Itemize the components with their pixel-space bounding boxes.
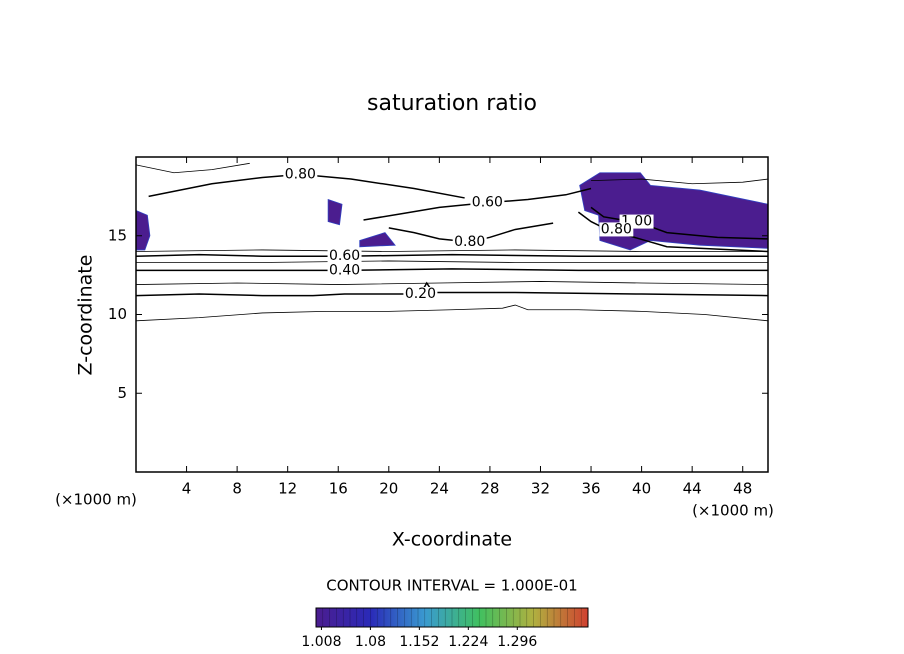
contour-line xyxy=(136,260,768,263)
x-tick-label: 12 xyxy=(278,480,297,498)
contour-label: 0.60 xyxy=(472,195,503,211)
contour-label-bg xyxy=(327,249,362,264)
x-tick-label: 20 xyxy=(379,480,398,498)
y-tick-label: 15 xyxy=(108,226,127,244)
y-unit: (×1000 m) xyxy=(55,491,137,509)
x-tick-label: 32 xyxy=(531,480,550,498)
x-unit: (×1000 m) xyxy=(692,502,774,520)
supersaturated-region xyxy=(359,232,396,248)
contour-line xyxy=(135,249,768,252)
y-tick-label: 10 xyxy=(108,305,127,323)
x-tick-label: 40 xyxy=(632,480,651,498)
x-tick-label: 8 xyxy=(232,480,242,498)
x-tick-label: 48 xyxy=(733,480,752,498)
contour-label: 0.80 xyxy=(285,166,316,182)
y-tick-label: 5 xyxy=(117,384,127,402)
contour-label: 0.80 xyxy=(601,221,632,237)
colorbar-tick-label: 1.152 xyxy=(399,634,439,650)
contour-line xyxy=(136,268,768,272)
y-axis-label: Z-coordinate xyxy=(75,255,97,376)
x-tick-label: 44 xyxy=(683,480,702,498)
x-tick-label: 16 xyxy=(329,480,348,498)
contour-line xyxy=(135,162,250,174)
colorbar-tick-label: 1.224 xyxy=(448,634,488,650)
contour-line xyxy=(135,253,768,257)
plot-area: 0.200.400.600.800.600.801.000.80 xyxy=(135,162,769,322)
contour-line xyxy=(135,304,769,322)
colorbar-tick-label: 1.008 xyxy=(301,634,341,650)
contour-label: 0.80 xyxy=(454,234,485,250)
footer: CONTOUR INTERVAL = 1.000E-01 xyxy=(326,577,577,595)
x-axis-label: X-coordinate xyxy=(392,529,512,551)
contour-label: 0.20 xyxy=(405,286,436,302)
contour-line xyxy=(135,281,769,297)
x-tick-label: 28 xyxy=(480,480,499,498)
contour-label: 0.40 xyxy=(329,262,360,278)
x-tick-label: 4 xyxy=(182,480,192,498)
chart-title: saturation ratio xyxy=(367,91,537,116)
contour-label-bg xyxy=(327,263,362,278)
supersaturated-region xyxy=(135,209,151,251)
contour-line xyxy=(591,178,769,185)
supersaturated-region xyxy=(327,198,343,226)
contour-label-bg xyxy=(283,167,318,182)
contour-label-bg xyxy=(452,235,487,250)
contour-label: 0.60 xyxy=(329,248,360,264)
colorbar-tick-label: 1.08 xyxy=(355,634,386,650)
x-tick-label: 24 xyxy=(430,480,449,498)
contour-label-bg xyxy=(403,287,438,302)
contour-label-bg xyxy=(470,195,505,210)
x-tick-label: 36 xyxy=(581,480,600,498)
contour-line xyxy=(135,281,769,285)
contour-label-bg xyxy=(599,222,634,237)
colorbar-tick-label: 1.296 xyxy=(497,634,537,650)
